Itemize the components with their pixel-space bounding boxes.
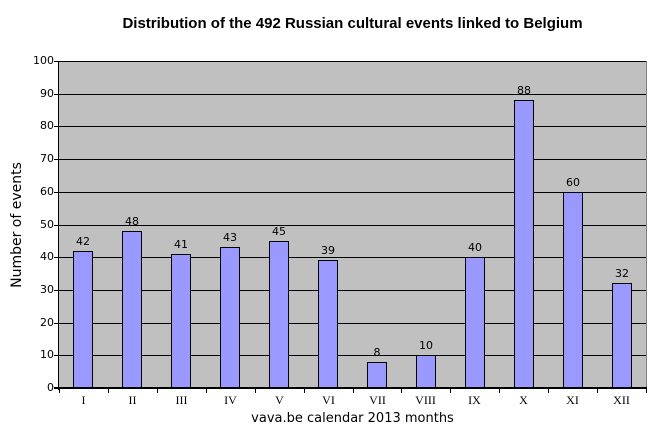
gridline — [59, 126, 646, 127]
gridline — [59, 290, 646, 291]
y-axis-tick — [54, 323, 59, 324]
bar-value-label: 32 — [615, 267, 629, 280]
bar — [318, 260, 338, 388]
x-axis-category-label: IV — [224, 393, 237, 407]
x-axis-category-label: X — [519, 393, 528, 407]
gridline — [59, 323, 646, 324]
x-axis-tick — [255, 389, 256, 393]
y-axis-tick — [54, 126, 59, 127]
y-axis-tick-label: 70 — [40, 152, 54, 165]
x-axis-category-label: III — [175, 393, 188, 407]
bar-value-label: 40 — [468, 241, 482, 254]
y-axis-tick — [54, 257, 59, 258]
gridline — [59, 192, 646, 193]
y-axis-tick — [54, 225, 59, 226]
x-axis-category-label: XI — [566, 393, 579, 407]
bar — [416, 355, 436, 388]
bar-value-label: 8 — [373, 346, 381, 359]
bar — [73, 251, 93, 388]
x-axis-tick — [401, 389, 402, 393]
y-axis-tick — [54, 355, 59, 356]
bar — [220, 247, 240, 388]
bar — [514, 100, 534, 388]
gridline — [59, 94, 646, 95]
gridline — [59, 61, 646, 62]
y-axis-tick — [54, 388, 59, 389]
y-axis-tick-label: 80 — [40, 119, 54, 132]
x-axis-tick — [206, 389, 207, 393]
y-axis-tick-label: 40 — [40, 250, 54, 263]
x-axis-title: vava.be calendar 2013 months — [251, 411, 454, 426]
x-axis-tick — [108, 389, 109, 393]
x-axis-category-label: XII — [613, 393, 630, 407]
x-axis-tick — [548, 389, 549, 393]
y-axis-tick — [54, 159, 59, 160]
x-axis-tick — [304, 389, 305, 393]
bar-value-label: 10 — [419, 339, 433, 352]
x-axis-category-label: VIII — [415, 393, 436, 407]
y-axis-tick-label: 30 — [40, 283, 54, 296]
x-axis-tick — [353, 389, 354, 393]
x-axis-category-label: II — [128, 393, 137, 407]
bar — [612, 283, 632, 388]
bar-value-label: 42 — [76, 235, 90, 248]
bar — [122, 231, 142, 388]
y-axis-tick-label: 60 — [40, 185, 54, 198]
bar — [171, 254, 191, 388]
y-axis-tick-label: 90 — [40, 87, 54, 100]
bar-value-label: 88 — [517, 84, 531, 97]
x-axis-category-label: VII — [369, 393, 386, 407]
x-axis-tick — [597, 389, 598, 393]
x-axis-line — [54, 387, 647, 389]
x-axis-tick — [157, 389, 158, 393]
y-axis-tick — [54, 61, 59, 62]
plot-area: 42 48 41 43 45 39 8 10 40 88 60 32 — [59, 61, 647, 388]
x-axis-tick — [499, 389, 500, 393]
x-axis-tick — [646, 389, 647, 393]
x-axis-tick — [450, 389, 451, 393]
bar — [367, 362, 387, 388]
bar — [465, 257, 485, 388]
bar-value-label: 43 — [223, 231, 237, 244]
y-axis-tick-label: 20 — [40, 316, 54, 329]
gridline — [59, 355, 646, 356]
y-axis-tick — [54, 192, 59, 193]
gridline — [59, 257, 646, 258]
chart-title: Distribution of the 492 Russian cultural… — [122, 15, 583, 32]
bar-value-label: 60 — [566, 176, 580, 189]
gridline — [59, 159, 646, 160]
x-axis-tick — [59, 389, 60, 393]
bar-value-label: 39 — [321, 244, 335, 257]
bar-value-label: 41 — [174, 238, 188, 251]
x-axis-category-label: IX — [468, 393, 481, 407]
gridline — [59, 225, 646, 226]
bar — [269, 241, 289, 388]
bar-value-label: 48 — [125, 215, 139, 228]
y-axis-tick-label: 100 — [33, 54, 54, 67]
y-axis-tick-label: 50 — [40, 218, 54, 231]
bar-value-label: 45 — [272, 225, 286, 238]
x-axis-category-label: VI — [322, 393, 335, 407]
y-axis-tick-label: 0 — [47, 381, 54, 394]
y-axis-tick — [54, 290, 59, 291]
x-axis-category-label: I — [81, 393, 86, 407]
x-axis-category-label: V — [275, 393, 284, 407]
bar — [563, 192, 583, 388]
y-axis-tick — [54, 94, 59, 95]
y-axis-tick-label: 10 — [40, 348, 54, 361]
